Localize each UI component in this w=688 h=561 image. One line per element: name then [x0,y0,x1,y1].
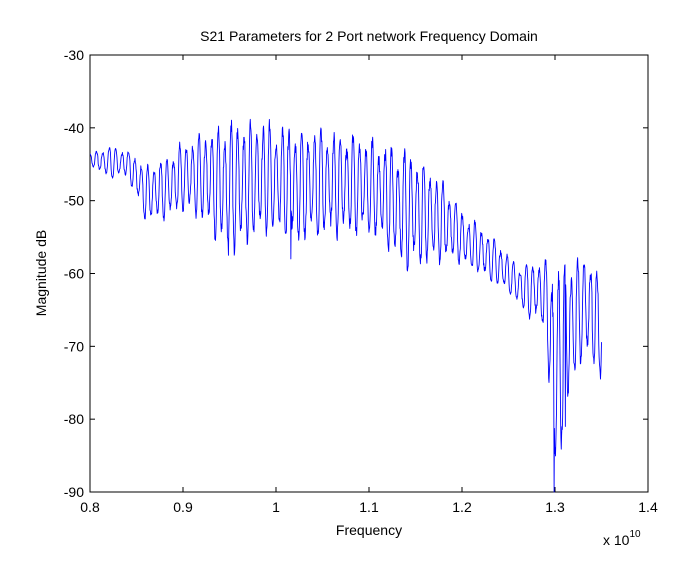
x-axis-label: Frequency [336,522,402,538]
y-tick-label: -80 [64,411,84,427]
y-tick-label: -30 [64,47,84,63]
x-tick-label: 0.8 [80,499,100,515]
x-multiplier-exponent: 10 [629,529,641,540]
x-tick-label: 1.3 [545,499,565,515]
x-tick-label: 1.2 [452,499,472,515]
s21-magnitude-line [89,118,602,493]
x-tick-label: 1.1 [359,499,379,515]
y-tick-label: -40 [64,120,84,136]
y-tick-label: -60 [64,266,84,282]
chart-title: S21 Parameters for 2 Port network Freque… [200,28,538,44]
plot-area [89,118,602,493]
y-tick-label: -70 [64,338,84,354]
y-tick-label: -50 [64,193,84,209]
x-multiplier-base: x 10 [603,532,630,548]
y-tick-label: -90 [64,484,84,500]
x-tick-label: 0.9 [173,499,193,515]
x-tick-label: 1.4 [638,499,658,515]
tick-marks [89,54,649,493]
x-tick-label: 1 [272,499,280,515]
axes-box [89,54,649,493]
x-axis-multiplier: x 1010 [603,529,641,548]
y-axis-label: Magnitude dB [33,230,49,316]
